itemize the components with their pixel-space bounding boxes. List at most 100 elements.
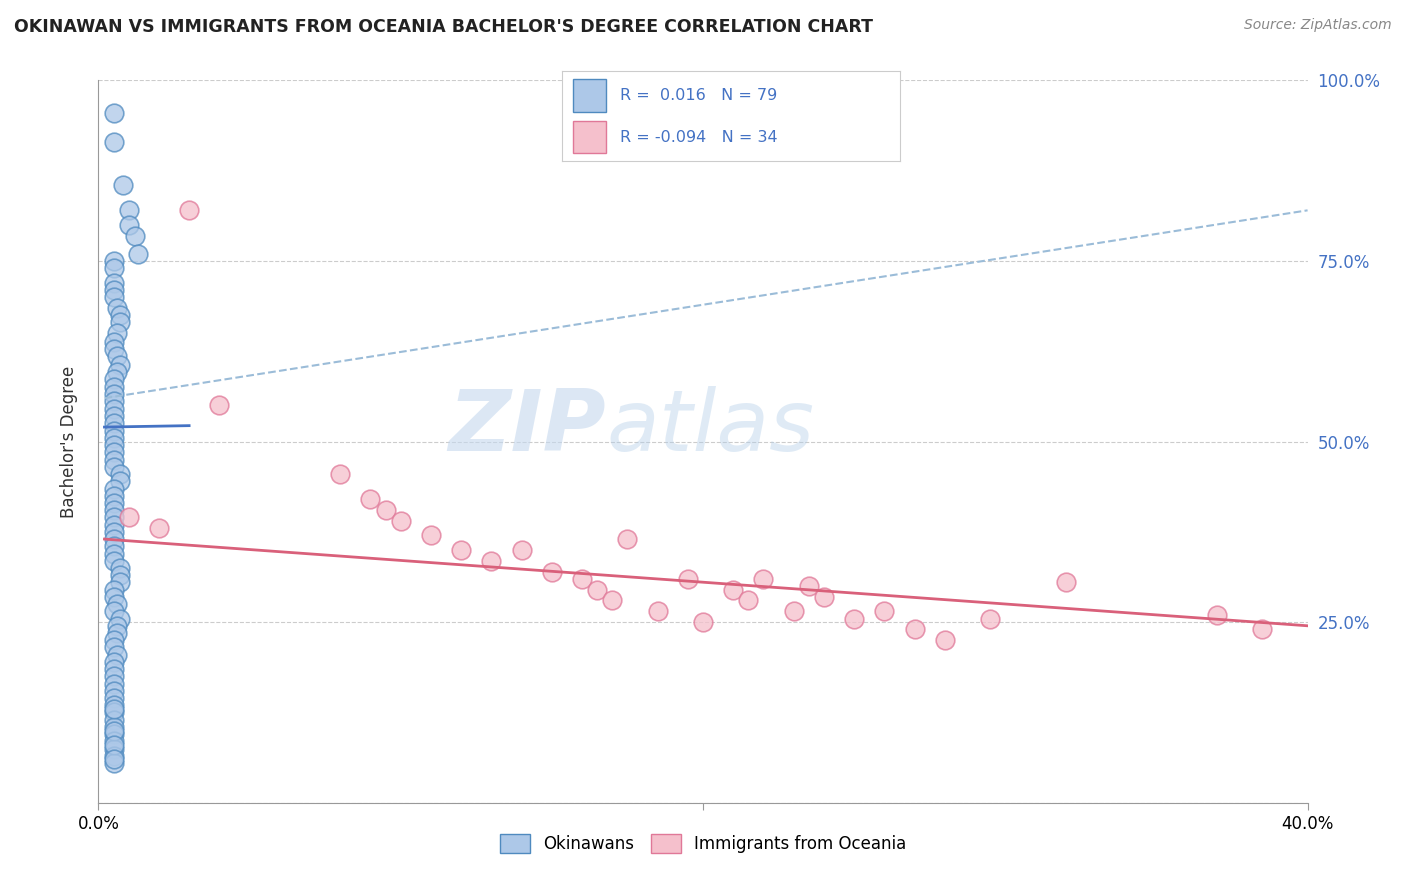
Point bbox=[105, 301, 128, 315]
Point bbox=[103, 590, 125, 604]
Point bbox=[103, 662, 125, 676]
Point bbox=[103, 431, 125, 445]
Point bbox=[103, 640, 125, 655]
Point bbox=[103, 604, 125, 618]
Point bbox=[103, 547, 125, 561]
Point bbox=[105, 349, 128, 363]
Point bbox=[103, 283, 125, 297]
Point bbox=[1251, 623, 1274, 637]
Point bbox=[103, 713, 125, 727]
Point bbox=[616, 532, 638, 546]
Point bbox=[103, 734, 125, 748]
Point bbox=[103, 752, 125, 766]
Point bbox=[692, 615, 714, 630]
Point bbox=[103, 424, 125, 438]
Point bbox=[103, 524, 125, 539]
Point bbox=[103, 379, 125, 393]
Point bbox=[813, 590, 835, 604]
Point bbox=[103, 105, 125, 120]
Point bbox=[118, 203, 141, 218]
Point bbox=[108, 475, 131, 489]
Point bbox=[103, 342, 125, 356]
Point bbox=[111, 178, 134, 192]
Point bbox=[103, 741, 125, 756]
Point bbox=[737, 593, 759, 607]
Point bbox=[783, 604, 806, 618]
Point bbox=[103, 554, 125, 568]
Text: atlas: atlas bbox=[606, 385, 814, 468]
Point bbox=[602, 593, 624, 607]
FancyBboxPatch shape bbox=[572, 121, 606, 153]
Point bbox=[103, 539, 125, 553]
Point bbox=[360, 492, 382, 507]
Point bbox=[108, 611, 131, 625]
Point bbox=[103, 676, 125, 690]
Point bbox=[105, 365, 128, 379]
Point bbox=[108, 315, 131, 329]
Point bbox=[540, 565, 562, 579]
Point bbox=[374, 503, 396, 517]
Point bbox=[103, 706, 125, 720]
Point bbox=[481, 554, 503, 568]
Point bbox=[103, 582, 125, 597]
Point bbox=[103, 727, 125, 741]
Point bbox=[108, 568, 131, 582]
Point bbox=[103, 748, 125, 763]
Point bbox=[103, 691, 125, 706]
Point bbox=[103, 738, 125, 752]
Point bbox=[103, 482, 125, 496]
Point bbox=[103, 669, 125, 683]
Point bbox=[118, 510, 141, 524]
Point bbox=[510, 542, 533, 557]
Point bbox=[108, 467, 131, 481]
Point bbox=[105, 626, 128, 640]
Legend: Okinawans, Immigrants from Oceania: Okinawans, Immigrants from Oceania bbox=[494, 827, 912, 860]
Point bbox=[1206, 607, 1229, 622]
Point bbox=[103, 503, 125, 517]
Point bbox=[103, 253, 125, 268]
Point bbox=[904, 623, 927, 637]
Point bbox=[103, 720, 125, 734]
Point bbox=[103, 756, 125, 770]
Point bbox=[420, 528, 443, 542]
Point bbox=[103, 633, 125, 648]
Point bbox=[103, 445, 125, 459]
Text: R =  0.016   N = 79: R = 0.016 N = 79 bbox=[620, 88, 778, 103]
Point bbox=[108, 358, 131, 372]
Point bbox=[103, 517, 125, 532]
Point bbox=[103, 387, 125, 401]
Point bbox=[179, 203, 201, 218]
Point bbox=[105, 326, 128, 340]
Text: Source: ZipAtlas.com: Source: ZipAtlas.com bbox=[1244, 18, 1392, 32]
Point bbox=[873, 604, 896, 618]
Point bbox=[676, 572, 699, 586]
Point bbox=[108, 561, 131, 575]
Point bbox=[103, 409, 125, 424]
Point bbox=[797, 579, 820, 593]
Point bbox=[103, 702, 125, 716]
Point bbox=[329, 467, 352, 481]
Text: ZIP: ZIP bbox=[449, 385, 606, 468]
Point bbox=[103, 438, 125, 452]
Point bbox=[105, 597, 128, 611]
Point bbox=[103, 261, 125, 276]
Point bbox=[103, 683, 125, 698]
Point bbox=[118, 218, 141, 232]
FancyBboxPatch shape bbox=[572, 79, 606, 112]
Point bbox=[103, 723, 125, 738]
Point bbox=[103, 372, 125, 386]
Point bbox=[103, 489, 125, 503]
Point bbox=[389, 514, 412, 528]
Point bbox=[450, 542, 472, 557]
Point bbox=[647, 604, 669, 618]
Point bbox=[1054, 575, 1077, 590]
Point bbox=[208, 398, 231, 412]
Point bbox=[752, 572, 775, 586]
Point bbox=[148, 521, 170, 535]
Point bbox=[103, 452, 125, 467]
Point bbox=[103, 417, 125, 431]
Point bbox=[979, 611, 1001, 625]
Point bbox=[586, 582, 609, 597]
Point bbox=[103, 698, 125, 713]
Point bbox=[108, 308, 131, 322]
